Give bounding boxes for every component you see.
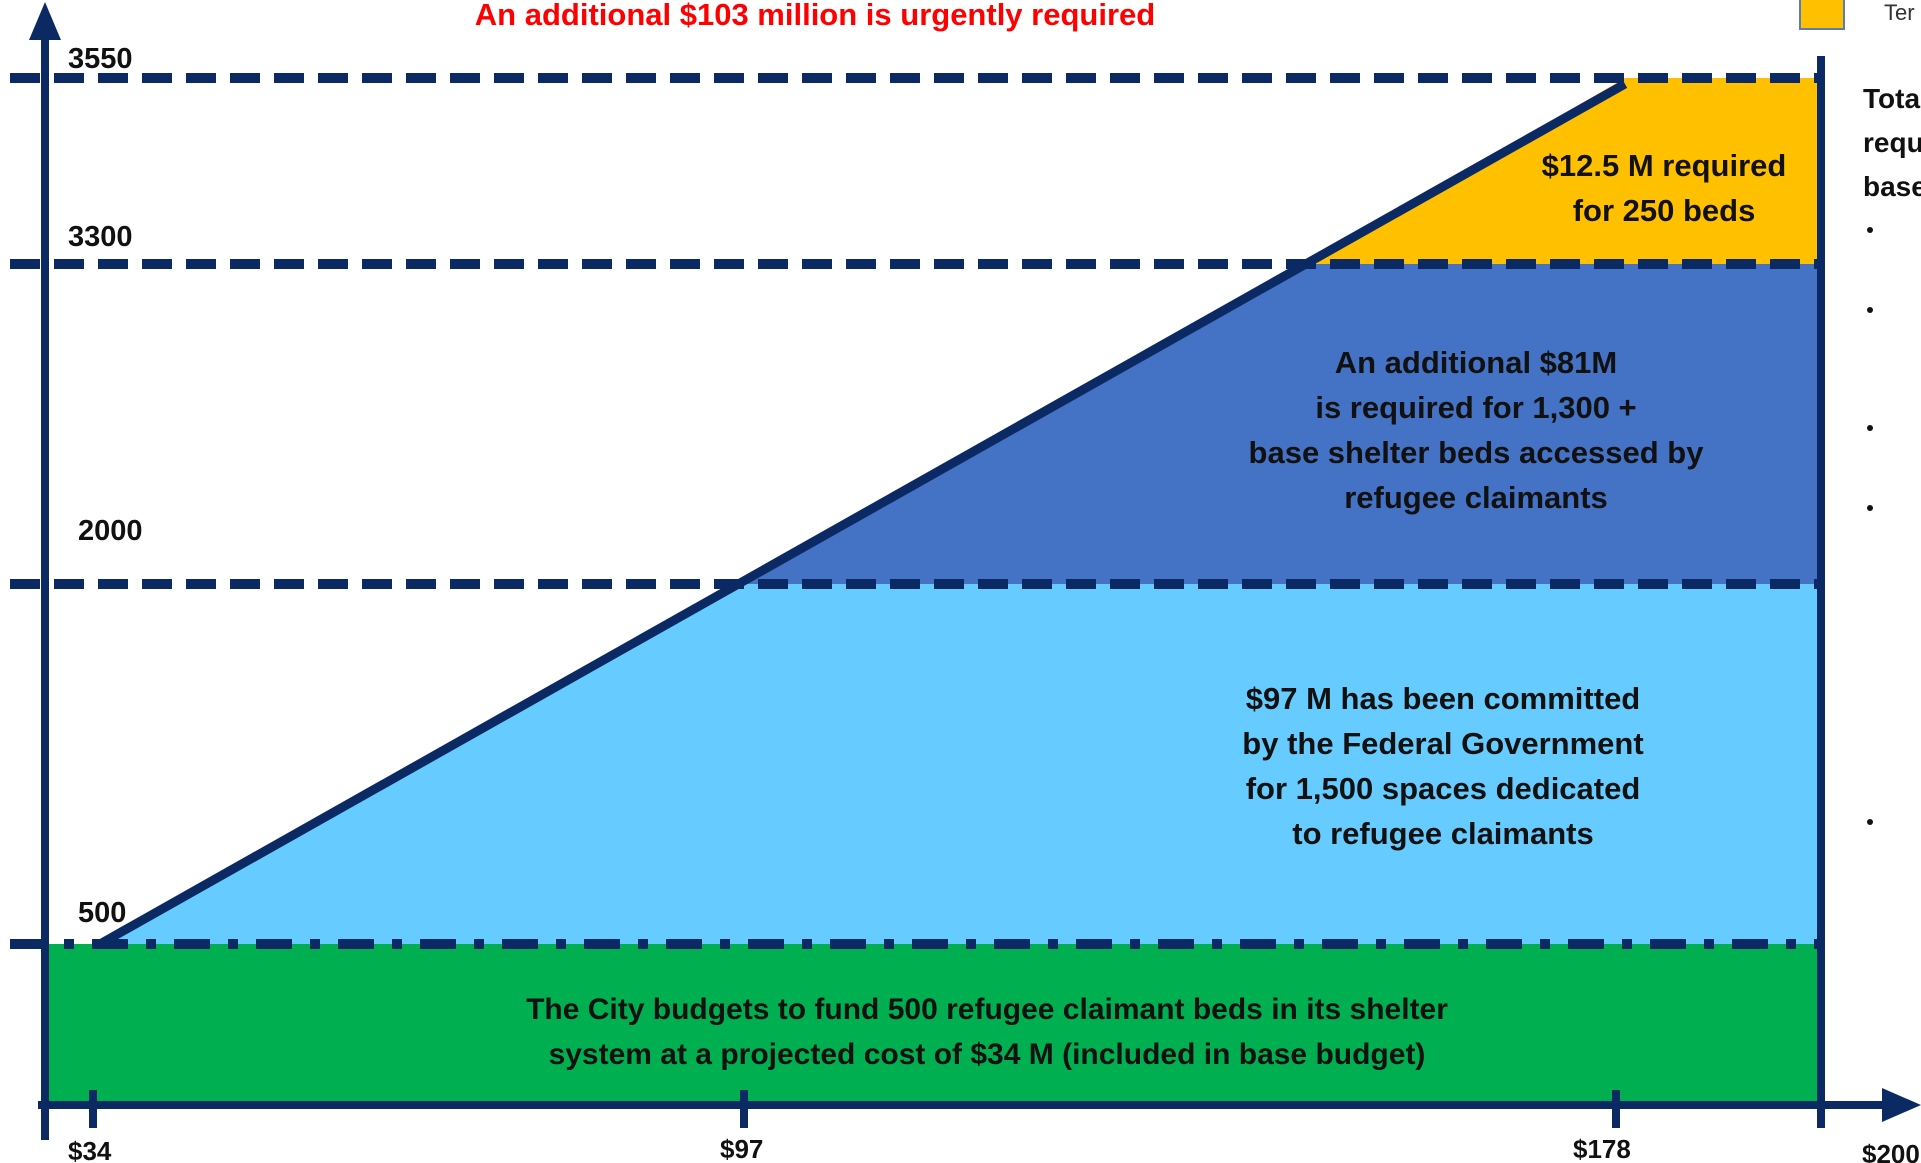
- y-tick-label: 3300: [68, 221, 133, 253]
- bullet-icon: [1867, 819, 1873, 825]
- x-axis-arrow-icon: [1882, 1088, 1921, 1122]
- bullet-icon: [1867, 227, 1873, 233]
- cost-trend-line: [97, 80, 1628, 948]
- bullet-icon: [1867, 307, 1873, 313]
- annotation-base-line: The City budgets to fund 500 refugee cla…: [526, 993, 1448, 1026]
- y-tick-label: 3550: [68, 43, 133, 75]
- annotation-federal-line: to refugee claimants: [1292, 816, 1593, 851]
- side-panel-notes: Tota requ base: [1863, 83, 1921, 825]
- x-tick-label: $200: [1862, 1139, 1920, 1163]
- bullet-icon: [1867, 505, 1873, 511]
- annotation-federal-line: for 1,500 spaces dedicated: [1246, 771, 1641, 806]
- chart-headline: An additional $103 million is urgently r…: [475, 0, 1155, 32]
- annotation-top-line: $12.5 M required: [1542, 148, 1787, 183]
- region-additional-required: [738, 264, 1821, 584]
- side-panel-line: requ: [1863, 127, 1921, 158]
- annotation-federal-line: $97 M has been committed: [1246, 681, 1641, 716]
- x-tick-label: $178: [1573, 1134, 1631, 1163]
- annotation-additional-line: is required for 1,300 +: [1315, 390, 1636, 425]
- annotation-top-line: for 250 beds: [1573, 193, 1756, 228]
- dashed-level-lines: [10, 73, 1821, 949]
- y-tick-label: 500: [78, 897, 126, 929]
- side-panel-line: Tota: [1863, 83, 1920, 114]
- side-panel-line: base: [1863, 171, 1921, 202]
- annotation-federal-line: by the Federal Government: [1242, 726, 1643, 761]
- annotation-additional-line: refugee claimants: [1344, 480, 1608, 515]
- x-tick-label: $34: [68, 1136, 112, 1163]
- legend-label: Ter: [1884, 0, 1915, 25]
- region-city-base-budget: [45, 944, 1821, 1105]
- region-federal-committed: [100, 584, 1821, 944]
- x-axis-ticks: [89, 1090, 1620, 1128]
- legend-swatch: [1799, 0, 1845, 30]
- region-top-required: [1305, 78, 1821, 264]
- annotation-additional-line: base shelter beds accessed by: [1249, 435, 1705, 470]
- y-tick-label: 2000: [78, 515, 143, 547]
- bullet-icon: [1867, 425, 1873, 431]
- x-tick-label: $97: [720, 1134, 763, 1163]
- annotation-base-line: system at a projected cost of $34 M (inc…: [549, 1038, 1426, 1071]
- y-axis-arrow-icon: [29, 2, 61, 40]
- annotation-additional-line: An additional $81M: [1335, 345, 1617, 380]
